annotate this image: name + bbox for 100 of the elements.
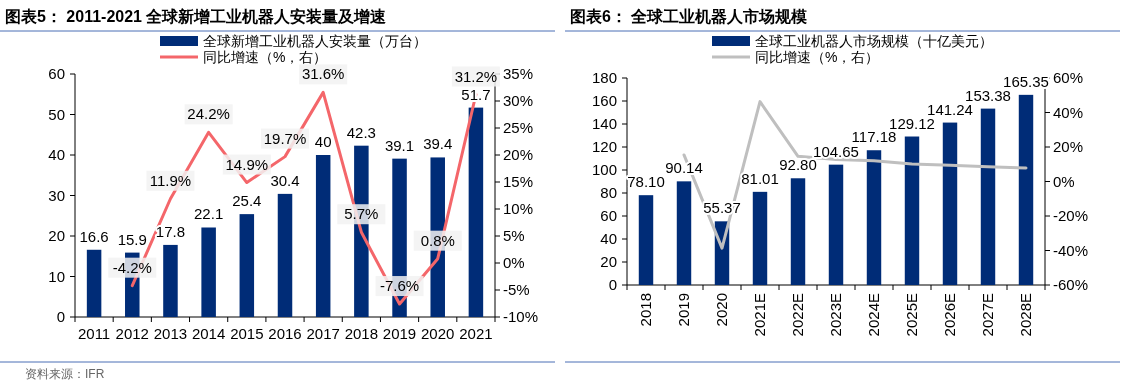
bar [201,227,216,317]
data-label: 15.9 [117,230,147,248]
x-tick-label: 2027E [979,293,997,337]
chart-title: 图表6： 全球工业机器人市场规模 [570,8,808,25]
data-label: 39.4 [423,135,453,153]
y-tick-label: 20 [600,253,617,271]
y2-tick-label: 20% [1053,138,1084,156]
y-tick-label: 100 [591,161,617,179]
x-tick-label: 2011 [77,325,111,342]
data-label: 55.37 [703,199,741,217]
y-tick-label: 20 [48,227,65,245]
bar [866,150,882,285]
data-label: -4.2% [112,258,152,276]
y2-tick-label: -10% [503,308,539,326]
bar [277,193,293,317]
bar [468,107,484,317]
data-label: 16.6 [79,227,109,245]
legend-label: 同比增速（%，右） [755,48,880,65]
x-tick-label: 2020 [713,293,731,327]
data-label: 5.7% [344,205,379,223]
x-tick-label: 2024E [865,293,883,337]
y-tick-label: 10 [48,267,65,285]
bar [828,164,844,285]
x-tick-label: 2013 [153,325,188,342]
data-label: 11.9% [149,171,192,189]
bar [315,155,331,317]
y-tick-label: 60 [600,207,617,225]
data-label: 39.1 [384,136,415,154]
y-tick-label: 80 [600,184,617,202]
bar [980,108,996,285]
y2-tick-label: 20% [503,146,534,164]
data-label: 0.8% [420,231,455,249]
bar [752,191,768,285]
y-tick-label: 30 [48,186,65,204]
data-label: 24.2% [187,105,230,123]
x-tick-label: 2028E [1017,293,1035,337]
data-label: 14.9% [225,155,269,173]
y2-tick-label: 40% [1053,103,1084,121]
data-label: 22.1 [194,205,224,223]
data-label: 31.6% [301,65,345,83]
x-tick-label: 2019 [675,293,693,327]
data-label: 31.2% [454,67,498,85]
bar [86,249,102,317]
x-tick-label: 2025E [903,293,921,337]
legend-label: 同比增速（%，右） [203,48,328,65]
text: 资料来源：IFR [25,367,105,381]
x-tick-label: 2012 [115,325,149,342]
y2-tick-label: -60% [1053,276,1089,294]
y-tick-label: 60 [48,65,65,83]
y-tick-label: 180 [591,69,617,87]
y-tick-label: 0 [56,308,65,326]
y-tick-label: 120 [591,138,617,156]
bar [239,214,255,317]
bar [904,136,920,285]
y-tick-label: 0 [608,276,617,294]
y2-tick-label: 5% [503,227,525,245]
data-label: 19.7% [263,129,307,147]
y-tick-label: 40 [48,146,65,164]
y-tick-label: 50 [48,105,65,123]
y2-tick-label: 15% [503,173,534,191]
y2-tick-label: 30% [503,92,534,110]
bar [163,244,178,317]
data-label: 17.8 [155,222,186,240]
y2-tick-label: 0% [1053,172,1075,190]
y2-tick-label: 35% [503,65,534,83]
data-label: 40 [314,133,332,150]
x-tick-label: 2022E [789,293,807,337]
data-label: 30.4 [270,171,300,189]
x-tick-label: 2020 [421,325,455,342]
data-label: 81.01 [741,169,779,187]
y2-tick-label: 25% [503,119,534,137]
x-tick-label: 2021E [751,293,769,337]
x-tick-label: 2021 [459,325,493,342]
bar [790,178,806,285]
y2-tick-label: -20% [1053,207,1089,225]
data-label: 51.7 [461,85,491,103]
x-tick-label: 2018 [344,325,379,342]
x-tick-label: 2016 [268,325,302,342]
x-tick-label: 2018 [637,293,655,327]
data-label: 42.3 [346,123,376,141]
data-label: -7.6% [379,277,420,295]
x-tick-label: 2015 [230,325,264,342]
x-tick-label: 2019 [382,325,417,342]
data-label: 25.4 [232,192,262,210]
y2-tick-label: 0% [503,254,525,272]
y2-tick-label: 10% [503,200,534,218]
x-tick-label: 2023E [827,293,845,337]
y-tick-label: 160 [591,92,617,110]
bar [638,195,654,285]
legend-label: 全球工业机器人市场规模（十亿美元） [755,32,993,49]
bar [676,181,692,285]
x-tick-label: 2026E [941,293,959,337]
y-tick-label: 40 [600,230,617,248]
legend-label: 全球新增工业机器人安装量（万台） [203,32,427,49]
y2-tick-label: -5% [503,281,530,299]
bar [942,122,958,285]
chart-title: 图表5： 2011-2021 全球新增工业机器人安装量及增速 [5,7,388,25]
data-label: 90.14 [665,159,703,177]
x-tick-label: 2017 [306,325,340,342]
bar [1018,94,1034,285]
